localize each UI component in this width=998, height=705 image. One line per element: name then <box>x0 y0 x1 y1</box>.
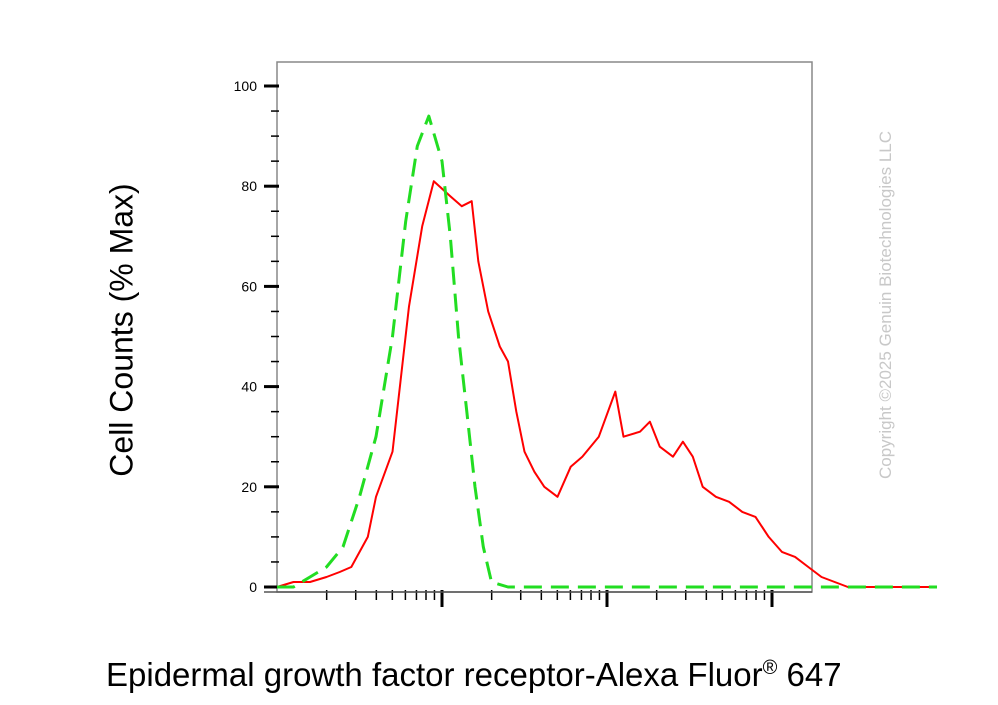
y-tick-label: 80 <box>241 178 257 194</box>
y-axis-label: Cell Counts (% Max) <box>103 183 140 477</box>
y-tick-label: 20 <box>241 479 257 495</box>
y-tick-label: 0 <box>249 579 257 595</box>
x-axis-label-tail: 647 <box>777 656 842 693</box>
sample-histogram-line <box>276 180 937 588</box>
y-axis: 0 20 40 60 80 100 <box>234 78 279 595</box>
x-axis-label-main: Epidermal growth factor receptor-Alexa F… <box>106 656 763 693</box>
y-tick-label: 100 <box>234 78 258 94</box>
isotype-control-line <box>277 114 937 589</box>
y-tick-label: 60 <box>241 278 257 294</box>
y-tick-label: 40 <box>241 379 257 395</box>
x-axis <box>264 590 812 607</box>
registered-mark: ® <box>762 657 778 679</box>
plot-frame <box>276 61 813 593</box>
series-layer <box>276 114 937 589</box>
x-axis-label: Epidermal growth factor receptor-Alexa F… <box>106 656 842 694</box>
copyright-watermark: Copyright ©2025 Genuin Biotechnologies L… <box>876 130 895 480</box>
